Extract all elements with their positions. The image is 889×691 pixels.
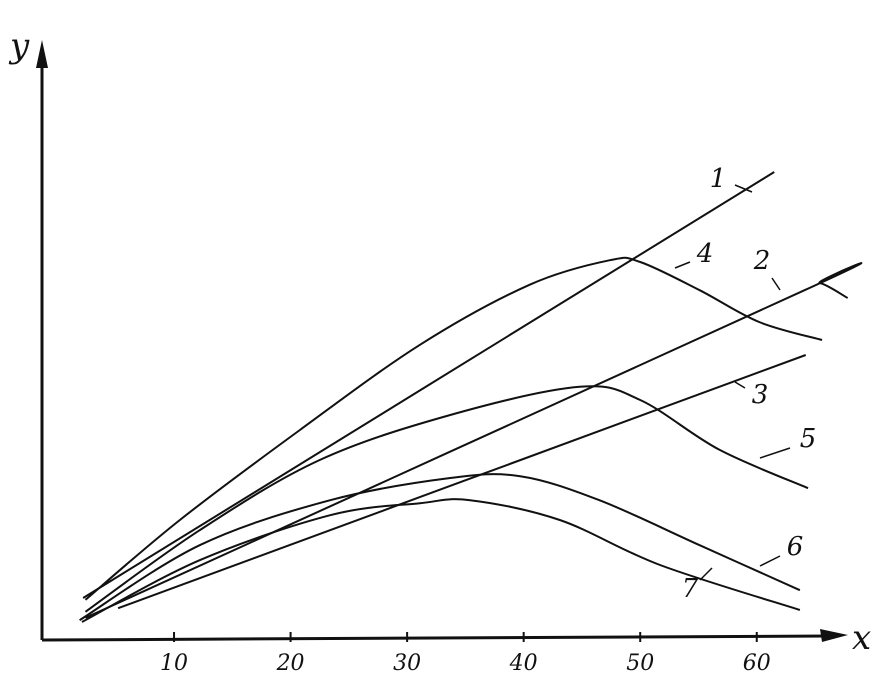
leader-line	[759, 447, 791, 459]
series-line	[79, 473, 801, 622]
series-line	[84, 385, 809, 613]
x-tick-label: 10	[160, 651, 188, 676]
y-arrow	[36, 40, 48, 68]
x-axis-label: x	[852, 618, 871, 658]
series-label: 4	[696, 239, 714, 269]
leader-line	[759, 555, 781, 567]
x-tick-label: 50	[626, 651, 654, 676]
x-tick-label: 40	[509, 651, 538, 676]
leader-line	[674, 261, 691, 269]
series-label: 3	[752, 380, 769, 410]
leader-line	[699, 567, 713, 581]
x-tick-label: 60	[743, 651, 771, 676]
series-label: 7	[682, 574, 699, 604]
leader-line	[734, 381, 746, 389]
series-line	[84, 256, 823, 601]
y-axis-label: y	[8, 26, 30, 66]
series-label: 5	[800, 424, 817, 454]
series-label: 1	[710, 164, 727, 194]
series-label: 6	[787, 532, 804, 562]
x-axis	[41, 634, 831, 642]
series-line	[117, 354, 807, 610]
series-line	[81, 498, 801, 623]
leader-line	[734, 184, 753, 193]
leader-line	[771, 277, 781, 291]
x-arrow	[820, 629, 848, 642]
x-tick-label: 30	[393, 651, 421, 676]
series-line	[82, 171, 775, 599]
x-tick-label: 20	[276, 651, 305, 676]
series-label: 2	[753, 246, 771, 276]
